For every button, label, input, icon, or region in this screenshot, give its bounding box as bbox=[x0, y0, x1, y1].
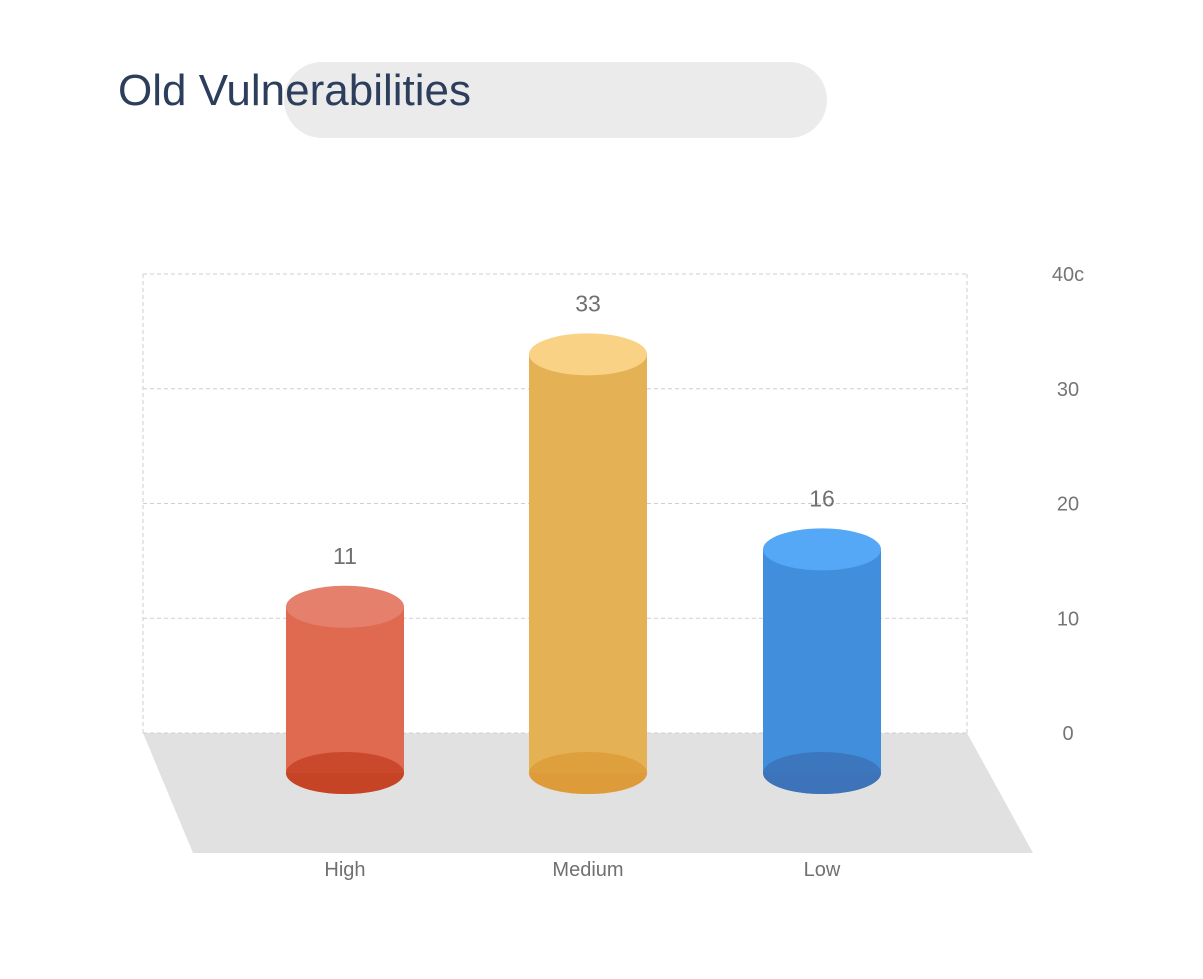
y-tick-label: 30 bbox=[1057, 379, 1079, 401]
x-tick-label: High bbox=[324, 859, 365, 881]
x-tick-label: Low bbox=[804, 859, 841, 881]
bar-base-front bbox=[286, 752, 404, 794]
bar-high bbox=[286, 585, 404, 794]
y-tick-label: 20 bbox=[1057, 494, 1079, 516]
chart-title: Old Vulnerabilities bbox=[118, 66, 471, 115]
x-tick-label: Medium bbox=[552, 859, 623, 881]
title-highlight-pill bbox=[284, 62, 827, 138]
bar-top bbox=[763, 528, 881, 571]
y-tick-label: 40c bbox=[1052, 264, 1084, 286]
bar-body bbox=[286, 606, 404, 773]
bar-top bbox=[286, 585, 404, 628]
bar-top bbox=[529, 333, 647, 376]
bar-low bbox=[763, 528, 881, 794]
bar-base-front bbox=[529, 752, 647, 794]
y-tick-label: 10 bbox=[1057, 608, 1079, 630]
bar-base-front bbox=[763, 752, 881, 794]
data-label: 33 bbox=[575, 290, 601, 316]
y-tick-label: 0 bbox=[1062, 723, 1073, 745]
bar-medium bbox=[529, 333, 647, 794]
bar-body bbox=[763, 549, 881, 773]
data-label: 16 bbox=[809, 485, 835, 511]
bar-body bbox=[529, 354, 647, 773]
data-label: 11 bbox=[333, 543, 357, 569]
